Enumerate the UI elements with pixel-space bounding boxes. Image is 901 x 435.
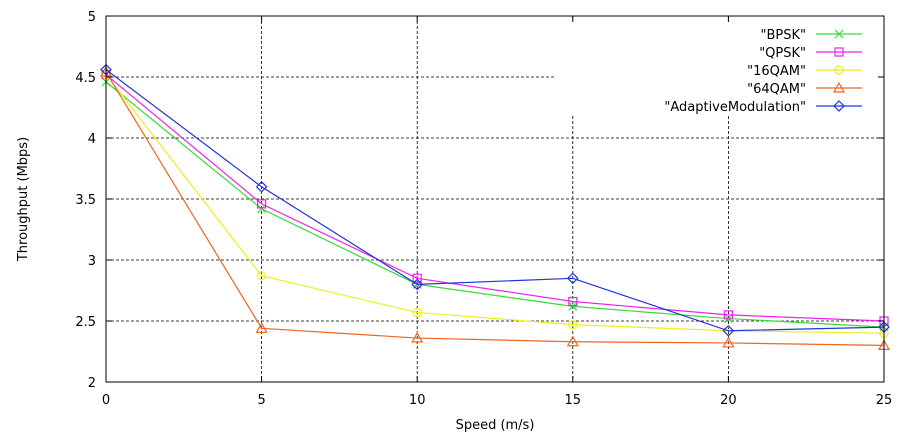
- data-point: [412, 273, 422, 283]
- x-axis-title: Speed (m/s): [456, 418, 535, 433]
- data-point: [566, 335, 579, 347]
- data-point: [566, 272, 579, 285]
- series-line: [105, 69, 885, 332]
- y-tick-label: 4.5: [75, 71, 96, 86]
- data-point: [257, 271, 267, 281]
- series-line: [105, 74, 885, 322]
- y-tick-label: 2: [88, 376, 96, 391]
- data-point: [722, 324, 735, 337]
- x-tick-label: 25: [876, 393, 893, 408]
- x-tick-label: 15: [565, 393, 582, 408]
- data-point: [412, 307, 422, 318]
- y-tick-label: 5: [88, 10, 96, 25]
- x-tick-label: 5: [257, 393, 265, 408]
- data-point: [257, 204, 267, 214]
- data-point: [411, 278, 424, 291]
- x-tick-label: 0: [102, 393, 110, 408]
- legend-item: "AdaptiveModulation": [664, 100, 862, 115]
- legend-background: [556, 20, 878, 116]
- data-point: [257, 199, 267, 209]
- y-axis-title: Throughput (Mbps): [16, 137, 31, 262]
- data-point: [722, 336, 735, 348]
- y-tick-label: 3: [88, 254, 96, 269]
- data-point: [411, 331, 424, 343]
- series-line: [105, 71, 885, 346]
- legend-label: "16QAM": [747, 64, 806, 79]
- legend-marker: [834, 65, 844, 75]
- legend-marker: [834, 29, 844, 39]
- legend-marker: [832, 81, 846, 93]
- legend-item: "QPSK": [759, 46, 862, 61]
- data-point: [255, 322, 268, 333]
- x-tick-label: 10: [409, 393, 426, 408]
- y-tick-label: 4: [88, 132, 96, 147]
- legend-marker: [834, 47, 844, 57]
- ticks: 2 2.5 3 3.5 4 4.5 5 0 5 10 15 20 25: [75, 10, 892, 408]
- legend-label: "QPSK": [759, 46, 806, 61]
- x-tick-label: 20: [720, 393, 737, 408]
- legend: "BPSK" "QPSK" "16QAM" "64QAM" "AdaptiveModul…: [664, 28, 862, 115]
- legend-label: "BPSK": [761, 28, 807, 43]
- legend-label: "AdaptiveModulation": [664, 100, 806, 115]
- y-tick-label: 2.5: [75, 315, 96, 330]
- legend-marker: [833, 100, 845, 112]
- legend-item: "64QAM": [747, 81, 862, 97]
- legend-item: "BPSK": [761, 28, 862, 43]
- y-tick-label: 3.5: [75, 193, 96, 208]
- legend-item: "16QAM": [747, 64, 862, 79]
- data-point: [568, 301, 578, 311]
- series-line: [105, 74, 885, 334]
- series-line: [105, 81, 885, 328]
- series-layer: [99, 63, 891, 350]
- legend-label: "64QAM": [747, 82, 806, 97]
- data-point: [568, 320, 578, 330]
- data-point: [255, 180, 268, 193]
- data-point: [568, 296, 578, 307]
- data-point: [723, 310, 734, 320]
